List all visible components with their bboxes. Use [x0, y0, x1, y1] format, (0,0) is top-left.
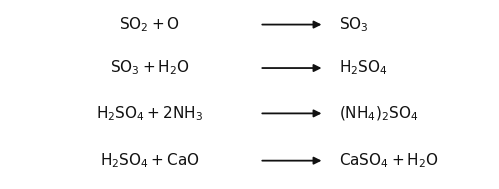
Text: $\mathrm{SO_3}$: $\mathrm{SO_3}$ [339, 15, 369, 34]
Text: $\mathrm{H_2SO_4 + CaO}$: $\mathrm{H_2SO_4 + CaO}$ [100, 151, 200, 170]
Text: $\mathrm{SO_3 + H_2O}$: $\mathrm{SO_3 + H_2O}$ [110, 59, 190, 77]
Text: $\mathrm{CaSO_4 + H_2O}$: $\mathrm{CaSO_4 + H_2O}$ [339, 151, 439, 170]
Text: $\mathrm{H_2SO_4}$: $\mathrm{H_2SO_4}$ [339, 59, 388, 77]
Text: $\mathrm{SO_2 + O}$: $\mathrm{SO_2 + O}$ [119, 15, 180, 34]
Text: $\mathrm{(NH_4)_2SO_4}$: $\mathrm{(NH_4)_2SO_4}$ [339, 104, 419, 123]
Text: $\mathrm{H_2SO_4 + 2NH_3}$: $\mathrm{H_2SO_4 + 2NH_3}$ [96, 104, 203, 123]
